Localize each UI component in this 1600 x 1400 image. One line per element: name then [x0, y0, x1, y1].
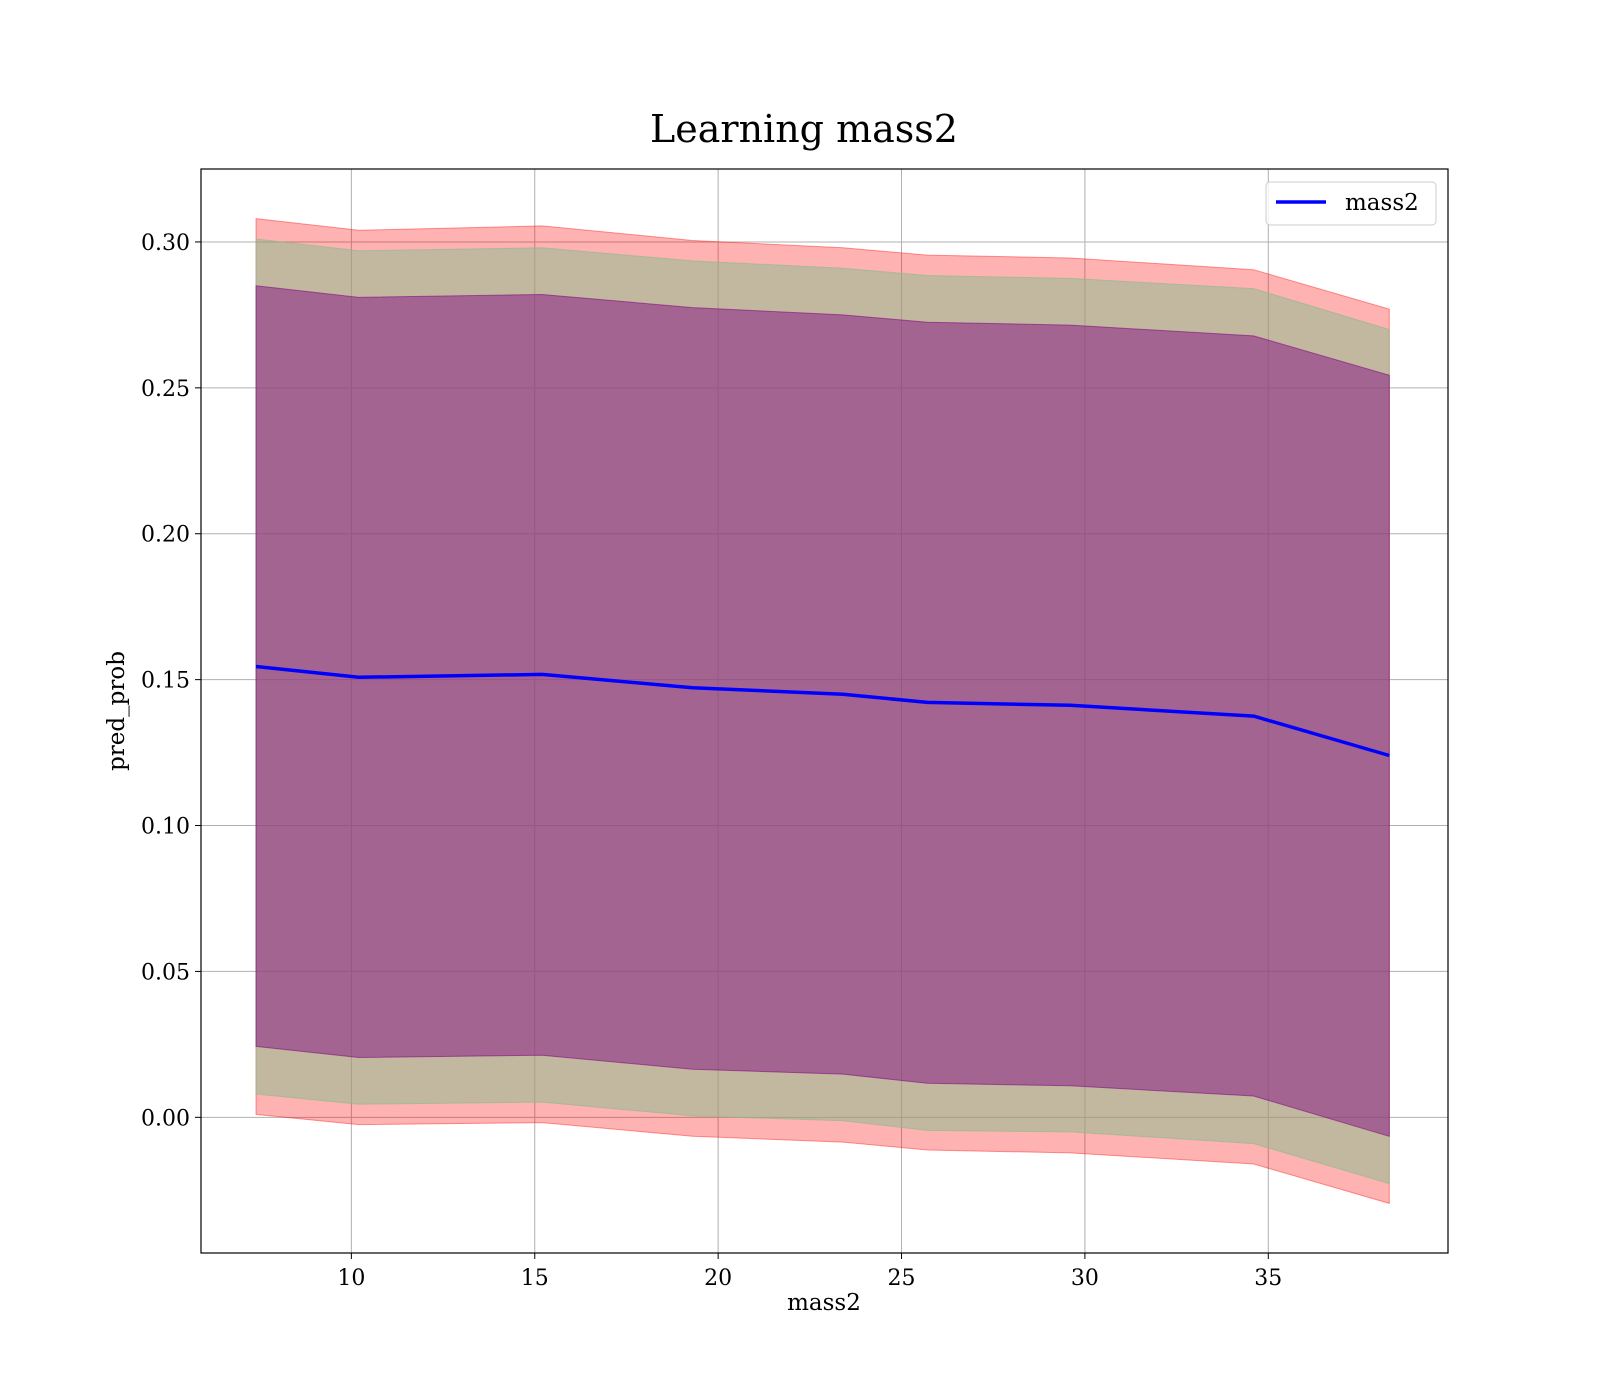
- plot-frame: [200, 168, 1449, 1254]
- x-tick-label: 25: [888, 1266, 916, 1291]
- legend-box: [1265, 181, 1437, 226]
- series-line-mass2: [255, 664, 1390, 758]
- x-axis-label: mass2: [787, 1290, 861, 1316]
- y-axis-label: pred_prob: [104, 651, 130, 771]
- x-tick-label: 15: [521, 1266, 549, 1291]
- x-tick-label: 10: [337, 1266, 365, 1291]
- series-lines: [255, 664, 1390, 758]
- band-inner: [255, 285, 1390, 1137]
- confidence-bands: [255, 218, 1390, 1205]
- y-tick-label: 0.20: [141, 523, 190, 548]
- chart-title: Learning mass2: [650, 107, 958, 151]
- x-tick-label: 30: [1071, 1266, 1099, 1291]
- band-middle: [255, 238, 1390, 1185]
- legend: mass2: [1265, 181, 1437, 226]
- y-tick-label: 0.00: [141, 1106, 190, 1131]
- x-tick-label: 20: [704, 1266, 732, 1291]
- y-tick-label: 0.25: [141, 377, 190, 402]
- y-tick-label: 0.05: [141, 960, 190, 985]
- y-axis-ticks: 0.00 0.05 0.10 0.15 0.20 0.25 0.30: [141, 231, 201, 1131]
- y-tick-label: 0.15: [141, 669, 190, 694]
- y-tick-label: 0.30: [141, 231, 190, 256]
- y-tick-label: 0.10: [141, 815, 190, 840]
- x-tick-label: 35: [1254, 1266, 1282, 1291]
- x-axis-ticks: 10 15 20 25 30 35: [337, 1253, 1282, 1291]
- legend-label-mass2: mass2: [1345, 190, 1419, 216]
